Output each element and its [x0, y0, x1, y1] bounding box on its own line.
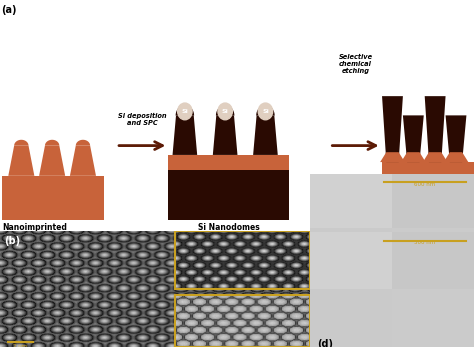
Polygon shape: [14, 140, 28, 146]
Polygon shape: [213, 116, 237, 155]
Polygon shape: [401, 152, 426, 162]
Polygon shape: [403, 115, 424, 162]
Text: Selective
chemical
etching: Selective chemical etching: [338, 54, 373, 74]
Polygon shape: [382, 164, 474, 220]
Circle shape: [218, 103, 232, 120]
Polygon shape: [175, 105, 194, 116]
Text: (b): (b): [4, 236, 20, 246]
Polygon shape: [2, 176, 104, 220]
Bar: [175, 231, 310, 289]
Polygon shape: [380, 152, 405, 162]
Text: 500 nm: 500 nm: [414, 240, 436, 245]
Polygon shape: [216, 105, 234, 116]
Circle shape: [178, 103, 192, 120]
Polygon shape: [382, 96, 403, 162]
Polygon shape: [168, 156, 289, 220]
Text: (a): (a): [1, 6, 17, 16]
Text: 2 μm: 2 μm: [13, 345, 27, 347]
Text: (c): (c): [317, 276, 332, 285]
Polygon shape: [76, 140, 90, 146]
Circle shape: [258, 103, 273, 120]
Text: Nanoimprinted
Substrate: Nanoimprinted Substrate: [2, 222, 67, 242]
Polygon shape: [8, 146, 35, 176]
Polygon shape: [446, 115, 466, 162]
Polygon shape: [70, 146, 96, 176]
Text: Si: Si: [222, 109, 228, 114]
Polygon shape: [168, 155, 289, 170]
Polygon shape: [253, 116, 278, 155]
Text: 600 nm: 600 nm: [414, 181, 436, 187]
Text: Si: Si: [262, 109, 269, 114]
Polygon shape: [256, 105, 275, 116]
Polygon shape: [425, 96, 446, 162]
Polygon shape: [45, 140, 59, 146]
Polygon shape: [382, 162, 474, 176]
Bar: [175, 295, 310, 347]
Text: Si: Si: [182, 109, 188, 114]
Text: (d): (d): [317, 339, 333, 347]
Polygon shape: [444, 152, 468, 162]
Text: Si Nanocone-
nanoholes: Si Nanocone- nanoholes: [401, 222, 457, 242]
Polygon shape: [423, 152, 447, 162]
Polygon shape: [173, 116, 197, 155]
Polygon shape: [39, 146, 65, 176]
Text: Si Nanodomes: Si Nanodomes: [198, 222, 260, 231]
Text: Si deposition
and SPC: Si deposition and SPC: [118, 113, 166, 126]
